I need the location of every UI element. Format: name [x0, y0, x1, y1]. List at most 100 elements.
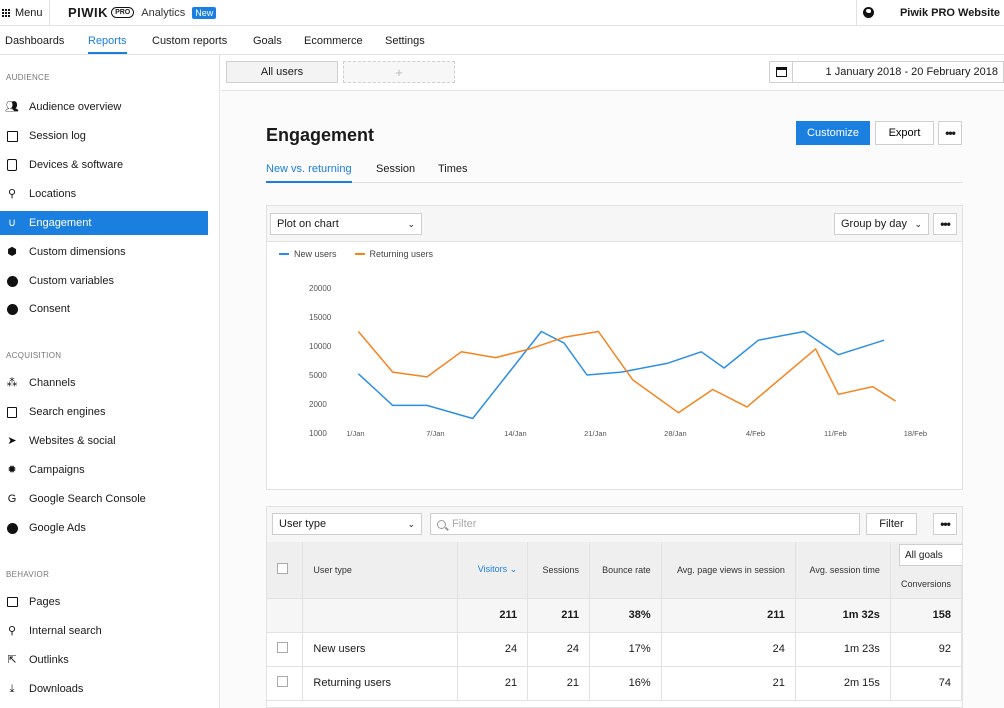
- filter-input[interactable]: Filter: [430, 513, 860, 535]
- page-icon: [6, 596, 18, 608]
- table-cell: 211: [661, 598, 796, 633]
- chevron-down-icon: ⌄: [407, 219, 415, 229]
- chevron-down-icon: ⌄: [407, 519, 415, 529]
- sidebar-item-locations[interactable]: ⚲ Locations: [0, 182, 208, 206]
- menu-label: Menu: [15, 6, 43, 19]
- filter-placeholder: Filter: [452, 518, 477, 530]
- legend-swatch: [279, 253, 289, 255]
- x-tick-label: 28/Jan: [664, 429, 687, 438]
- sidebar-item-label: Downloads: [29, 683, 84, 695]
- sidebar-item-devices-software[interactable]: Devices & software: [0, 153, 208, 177]
- legend-new-users[interactable]: New users: [279, 249, 337, 259]
- sidebar-item-label: Outlinks: [29, 654, 69, 666]
- menu-button[interactable]: Menu: [0, 0, 50, 25]
- sidebar-item-label: Campaigns: [29, 464, 85, 476]
- nav-settings[interactable]: Settings: [385, 35, 425, 47]
- sidebar-item-channels[interactable]: ⁂ Channels: [0, 371, 208, 395]
- sidebar-item-google-search-console[interactable]: G Google Search Console: [0, 487, 208, 511]
- piwik-pro-logo[interactable]: PIWIK PRO Analytics New: [68, 5, 217, 20]
- tab-new-vs-returning[interactable]: New vs. returning: [266, 163, 352, 183]
- download-icon: ⤓: [9, 682, 15, 695]
- column-header-user-type[interactable]: User type: [302, 542, 458, 599]
- plot-on-chart-label: Plot on chart: [277, 218, 339, 230]
- sidebar-item-campaigns[interactable]: ✹ Campaigns: [0, 458, 208, 482]
- x-tick-label: 14/Jan: [504, 429, 527, 438]
- nav-goals[interactable]: Goals: [253, 35, 282, 47]
- sidebar-item-custom-dimensions[interactable]: ⬢ Custom dimensions: [0, 240, 208, 264]
- legend-label: New users: [294, 249, 337, 259]
- legend-returning-users[interactable]: Returning users: [354, 249, 433, 259]
- series-line-new-users[interactable]: [357, 330, 885, 420]
- sidebar-item-consent[interactable]: Consent: [0, 297, 208, 321]
- device-icon: [6, 159, 18, 171]
- column-header-sessions[interactable]: Sessions: [527, 542, 591, 599]
- group-by-select[interactable]: Group by day ⌄: [834, 213, 929, 235]
- nav-dashboards[interactable]: Dashboards: [5, 35, 65, 47]
- x-tick-label: 21/Jan: [584, 429, 607, 438]
- sidebar-item-label: Session log: [29, 130, 86, 142]
- column-header-avg-page-views[interactable]: Avg. page views in session: [661, 542, 796, 599]
- calendar-button[interactable]: [769, 61, 793, 83]
- export-button[interactable]: Export: [875, 121, 934, 145]
- table-cell: 92: [890, 632, 962, 667]
- table-cell: 2m 15s: [795, 666, 891, 701]
- sidebar-item-session-log[interactable]: Session log: [0, 124, 208, 148]
- segment-all-users[interactable]: All users: [226, 61, 338, 83]
- table-cell: 21: [457, 666, 529, 701]
- sidebar-item-label: Google Search Console: [29, 493, 146, 505]
- section-title-acquisition: ACQUISITION: [6, 351, 62, 360]
- nav-ecommerce[interactable]: Ecommerce: [304, 35, 363, 47]
- sidebar-item-audience-overview[interactable]: 👥︎ Audience overview: [0, 95, 208, 119]
- table-more-button[interactable]: •••: [933, 513, 957, 535]
- chart-more-button[interactable]: •••: [933, 213, 957, 235]
- sidebar-item-internal-search[interactable]: ⚲ Internal search: [0, 619, 208, 643]
- column-header-bounce-rate[interactable]: Bounce rate: [589, 542, 662, 599]
- row-checkbox-cell: [267, 632, 304, 667]
- table-cell: 24: [661, 632, 796, 667]
- table-cell: New users: [302, 632, 458, 667]
- sidebar-item-engagement[interactable]: ∪ Engagement: [0, 211, 208, 235]
- table-card: User type ⌄ Filter Filter ••• User type …: [266, 506, 963, 708]
- row-checkbox[interactable]: [277, 676, 288, 687]
- sidebar-item-google-ads[interactable]: Google Ads: [0, 516, 208, 540]
- search-doc-icon: [6, 406, 18, 418]
- sidebar-item-search-engines[interactable]: Search engines: [0, 400, 208, 424]
- site-globe-button[interactable]: [856, 0, 880, 25]
- sidebar-item-pages[interactable]: Pages: [0, 590, 208, 614]
- add-segment-button[interactable]: +: [343, 61, 455, 83]
- customize-button[interactable]: Customize: [796, 121, 870, 145]
- site-selector[interactable]: Piwik PRO Website: [899, 6, 1000, 19]
- table-cell: 211: [527, 598, 591, 633]
- nav-reports[interactable]: Reports: [88, 35, 127, 54]
- table-cell: 158: [890, 598, 962, 633]
- nav-custom-reports[interactable]: Custom reports: [152, 35, 228, 47]
- series-line-returning-users[interactable]: [357, 330, 897, 414]
- column-header-avg-session-time[interactable]: Avg. session time: [795, 542, 891, 599]
- section-title-audience: AUDIENCE: [6, 73, 50, 82]
- select-all-checkbox[interactable]: [277, 563, 288, 575]
- table-row[interactable]: New users 24 24 17% 24 1m 23s 92: [267, 632, 962, 667]
- date-range-picker[interactable]: 1 January 2018 - 20 February 2018: [792, 61, 1004, 83]
- calendar-icon: [775, 67, 787, 77]
- sidebar-item-downloads[interactable]: ⤓ Downloads: [0, 677, 208, 701]
- y-tick-label: 20000: [309, 284, 332, 293]
- filter-button[interactable]: Filter: [866, 513, 917, 535]
- sidebar-item-outlinks[interactable]: ⇱ Outlinks: [0, 648, 208, 672]
- sort-desc-icon: ⌄: [509, 564, 518, 575]
- tab-session[interactable]: Session: [376, 163, 416, 175]
- line-chart: 20000 15000 10000 5000 2000 1000 1/Jan 7/Jan 14/…: [309, 284, 927, 438]
- table-row[interactable]: Returning users 21 21 16% 21 2m 15s 74: [267, 666, 962, 701]
- sidebar-item-websites-social[interactable]: ➤ Websites & social: [0, 429, 208, 453]
- column-header-visitors[interactable]: Visitors ⌄: [457, 542, 529, 599]
- plot-on-chart-select[interactable]: Plot on chart ⌄: [270, 213, 422, 235]
- tab-times[interactable]: Times: [438, 163, 468, 175]
- row-checkbox[interactable]: [277, 642, 288, 653]
- user-type-label: User type: [279, 518, 327, 530]
- goals-select[interactable]: All goals: [899, 544, 962, 566]
- user-type-select[interactable]: User type ⌄: [272, 513, 422, 535]
- x-tick-label: 11/Feb: [824, 429, 847, 438]
- report-more-button[interactable]: •••: [938, 121, 962, 145]
- table-cell: 21: [661, 666, 796, 701]
- sidebar-item-custom-variables[interactable]: Custom variables: [0, 269, 208, 293]
- page-title: Engagement: [266, 125, 375, 145]
